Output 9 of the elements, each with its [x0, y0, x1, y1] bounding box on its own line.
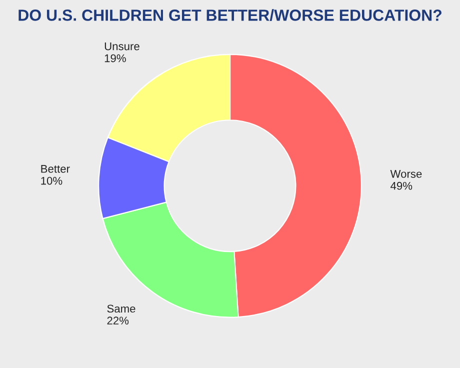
- slice-label: Same: [107, 304, 136, 313]
- slice-label: Worse: [390, 170, 422, 178]
- slice-label: Unsure: [104, 42, 140, 50]
- data-label: 49%: [390, 182, 412, 190]
- data-label: 10%: [41, 176, 62, 185]
- slice-label: Better: [41, 165, 70, 173]
- data-label: 22%: [107, 316, 129, 324]
- data-label: 19%: [104, 54, 126, 62]
- chart-title: DO U.S. CHILDREN GET BETTER/WORSE EDUCATION?: [18, 9, 442, 22]
